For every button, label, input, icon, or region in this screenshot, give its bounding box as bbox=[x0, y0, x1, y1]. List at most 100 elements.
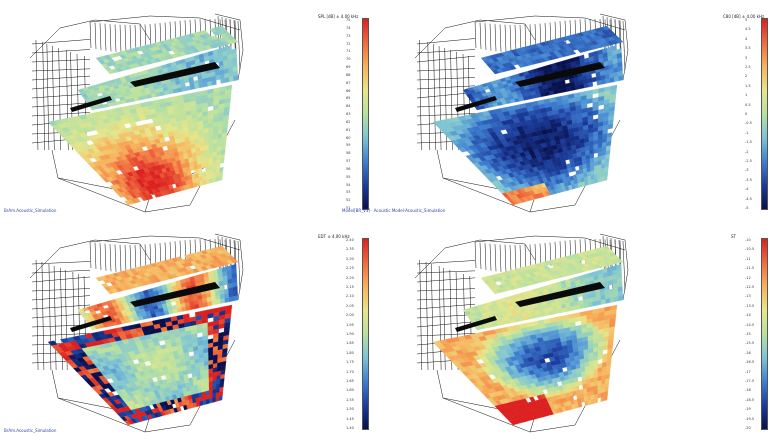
colorbar-tick-label: 2.10 bbox=[346, 294, 354, 299]
colorbar-tick-label: 52 bbox=[346, 198, 351, 203]
stalls-heatmap bbox=[47, 304, 233, 426]
colorbar-tick-label: 1.60 bbox=[346, 388, 354, 393]
colorbar-tick-label: 51 bbox=[346, 206, 351, 210]
colorbar-tick-label: -2 bbox=[745, 149, 749, 154]
heatmap-view[interactable] bbox=[0, 0, 385, 220]
colorbar-tick-label: 1.65 bbox=[346, 379, 354, 383]
wireframe-structure bbox=[29, 233, 244, 433]
colorbar bbox=[761, 238, 768, 430]
colorbar-title: ST bbox=[731, 234, 736, 239]
heatmap-view[interactable] bbox=[385, 0, 770, 220]
colorbar-tick-label: 62 bbox=[346, 119, 351, 124]
colorbar-tick-label: 73 bbox=[346, 33, 351, 38]
colorbar-tick-label: -11.5 bbox=[745, 266, 755, 271]
colorbar-tick-label: 1.85 bbox=[346, 341, 354, 346]
colorbar bbox=[362, 18, 369, 210]
colorbar-tick-label: 1.95 bbox=[346, 322, 354, 327]
colorbar-tick-label: 67 bbox=[346, 80, 351, 85]
colorbar-tick-label: 1.55 bbox=[346, 397, 354, 402]
panel-footer: BrAm.Acoustic_Simulation bbox=[4, 428, 57, 433]
heatmap-view[interactable] bbox=[0, 220, 385, 440]
colorbar-tick-label: 2.15 bbox=[346, 285, 354, 289]
colorbar-tick-label: -19 bbox=[745, 407, 751, 412]
colorbar-tick-label: 2.5 bbox=[745, 65, 751, 69]
colorbar-tick-label: -3 bbox=[745, 168, 749, 173]
panel-top-left: BrAm.Acoustic_Simulation SPL [dB] ± 4.00… bbox=[0, 0, 385, 220]
colorbar-tick-label: 1.80 bbox=[346, 350, 354, 355]
colorbar-tick-label: 66 bbox=[346, 88, 351, 93]
colorbar-tick-label: 2.40 bbox=[346, 238, 354, 242]
stalls-heatmap bbox=[47, 84, 233, 206]
colorbar-tick-label: 56 bbox=[346, 166, 351, 171]
colorbar-tick-label: 71 bbox=[346, 49, 351, 54]
colorbar-tick-label: 1.40 bbox=[346, 426, 354, 430]
colorbar-tick-label: 2.30 bbox=[346, 256, 354, 261]
colorbar-tick-label: -5 bbox=[745, 206, 749, 210]
colorbar-tick-label: 60 bbox=[346, 135, 351, 140]
colorbar-tick-label: 69 bbox=[346, 65, 351, 69]
colorbar-ticks: 5 4.5 4 3.5 3 2.5 2 1.5 1 0.5 0 -0.5 -1 -1.5 -2 -2.5 -3 -… bbox=[745, 18, 765, 210]
colorbar-tick-label: -1 bbox=[745, 130, 749, 135]
panel-footer: BrAm.Acoustic_Simulation bbox=[4, 208, 57, 213]
colorbar-tick-label: 3.5 bbox=[745, 46, 751, 51]
colorbar-tick-label: 1.5 bbox=[745, 83, 751, 88]
stalls-heatmap bbox=[432, 84, 618, 206]
panel-top-right: C80 [dB] ± 4.00 kHz 5 4.5 4 3.5 3 2.5 2 1.5 1 0.5… bbox=[385, 0, 770, 220]
model-caption: Model[BR_V3] · Acoustic Model·Acoustic_S… bbox=[342, 208, 446, 213]
gallery-heatmap bbox=[480, 25, 624, 75]
colorbar-tick-label: -15 bbox=[745, 332, 751, 336]
colorbar-title: EDT ± 4.00 kHz bbox=[318, 234, 350, 239]
colorbar-tick-label: 0.5 bbox=[745, 102, 751, 107]
colorbar-tick-label: 1 bbox=[745, 93, 748, 98]
colorbar-tick-label: 4 bbox=[745, 36, 748, 41]
colorbar-tick-label: 57 bbox=[346, 159, 351, 163]
colorbar-tick-label: -14 bbox=[745, 313, 751, 318]
colorbar bbox=[761, 18, 768, 210]
colorbar-tick-label: -17.5 bbox=[745, 379, 755, 383]
gallery-heatmap bbox=[95, 25, 239, 75]
colorbar-title: SPL [dB] ± 4.00 kHz bbox=[318, 14, 359, 19]
colorbar-tick-label: 64 bbox=[346, 104, 351, 109]
colorbar-tick-label: 2.20 bbox=[346, 275, 354, 280]
colorbar-tick-label: -16.5 bbox=[745, 360, 755, 365]
colorbar-tick-label: 63 bbox=[346, 112, 351, 116]
colorbar-tick-label: 0 bbox=[745, 112, 748, 116]
colorbar-tick-label: -10 bbox=[745, 238, 751, 242]
colorbar-tick-label: 58 bbox=[346, 151, 351, 156]
heatmap-view[interactable] bbox=[385, 220, 770, 440]
colorbar-tick-label: 1.45 bbox=[346, 416, 354, 421]
colorbar-tick-label: 68 bbox=[346, 72, 351, 77]
colorbar-tick-label: -4 bbox=[745, 187, 749, 192]
panel-bottom-right: ST -10 -10.5 -11 -11.5 -12 -12.5 -13 -13.5 -14 -1… bbox=[385, 220, 770, 440]
colorbar-tick-label: -11 bbox=[745, 256, 751, 261]
balcony-edge bbox=[455, 282, 605, 332]
balcony-edge bbox=[455, 62, 605, 112]
colorbar-tick-label: 61 bbox=[346, 127, 351, 132]
colorbar-tick-label: 1.50 bbox=[346, 407, 354, 412]
colorbar-tick-label: -13 bbox=[745, 294, 751, 299]
colorbar-tick-label: -3.5 bbox=[745, 177, 752, 182]
colorbar-tick-label: 1.90 bbox=[346, 332, 354, 336]
colorbar-tick-label: -4.5 bbox=[745, 196, 752, 201]
colorbar-tick-label: -0.5 bbox=[745, 121, 752, 126]
colorbar-tick-label: 3 bbox=[745, 55, 748, 60]
colorbar-tick-label: 4.5 bbox=[745, 27, 751, 32]
colorbar-tick-label: 70 bbox=[346, 57, 351, 62]
colorbar-tick-label: 1.75 bbox=[346, 360, 354, 365]
colorbar-tick-label: 2.25 bbox=[346, 266, 354, 271]
colorbar-tick-label: 54 bbox=[346, 182, 351, 187]
colorbar-tick-label: 53 bbox=[346, 190, 351, 195]
colorbar-tick-label: -14.5 bbox=[745, 322, 755, 327]
colorbar-tick-label: 5 bbox=[745, 18, 748, 22]
colorbar-tick-label: 72 bbox=[346, 41, 351, 46]
colorbar-tick-label: -10.5 bbox=[745, 247, 755, 252]
colorbar-tick-label: -18 bbox=[745, 388, 751, 393]
balcony-edge bbox=[70, 62, 220, 112]
colorbar-tick-label: 59 bbox=[346, 143, 351, 148]
colorbar-tick-label: -1.5 bbox=[745, 140, 752, 145]
colorbar-tick-label: -16 bbox=[745, 350, 751, 355]
colorbar-tick-label: -12.5 bbox=[745, 285, 755, 289]
colorbar-tick-label: 75 bbox=[346, 18, 351, 22]
colorbar-tick-label: 2.00 bbox=[346, 313, 354, 318]
panel-bottom-left: BrAm.Acoustic_Simulation EDT ± 4.00 kHz … bbox=[0, 220, 385, 440]
